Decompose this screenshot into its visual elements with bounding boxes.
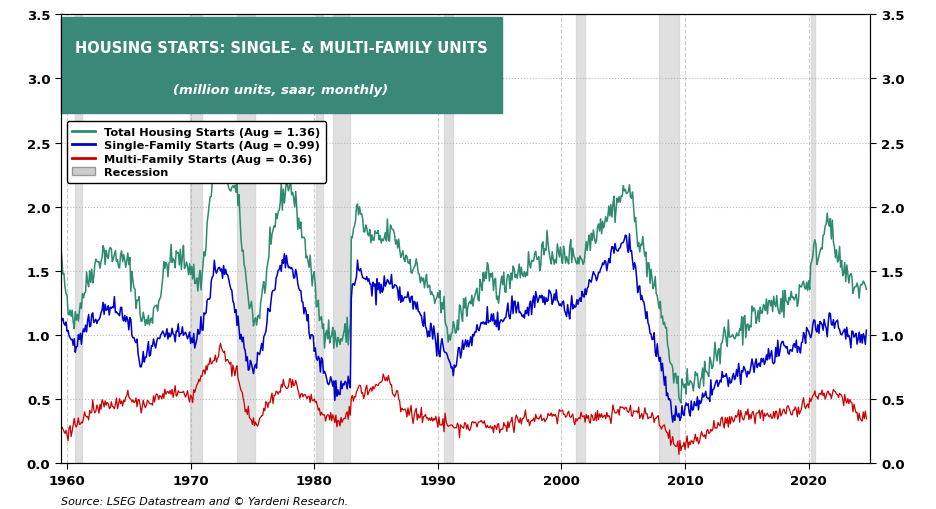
Bar	[75, 15, 82, 463]
Bar	[444, 15, 453, 463]
Bar	[576, 15, 585, 463]
FancyBboxPatch shape	[61, 17, 502, 114]
Bar	[316, 15, 323, 463]
Text: Source: LSEG Datastream and © Yardeni Research.: Source: LSEG Datastream and © Yardeni Re…	[61, 496, 348, 506]
Text: HOUSING STARTS: SINGLE- & MULTI-FAMILY UNITS: HOUSING STARTS: SINGLE- & MULTI-FAMILY U…	[75, 41, 488, 56]
Bar	[190, 15, 202, 463]
Text: (million units, saar, monthly): (million units, saar, monthly)	[173, 83, 388, 97]
Bar	[333, 15, 350, 463]
Bar	[237, 15, 255, 463]
Bar	[811, 15, 815, 463]
Bar	[659, 15, 679, 463]
Legend: Total Housing Starts (Aug = 1.36), Single-Family Starts (Aug = 0.99), Multi-Fami: Total Housing Starts (Aug = 1.36), Singl…	[66, 122, 326, 183]
